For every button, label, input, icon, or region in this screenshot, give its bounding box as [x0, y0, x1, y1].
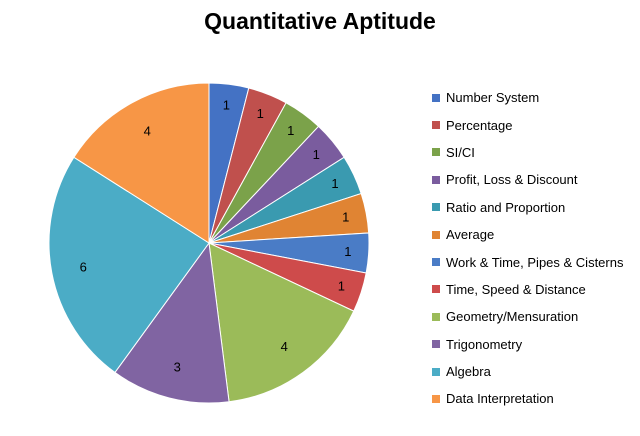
pie-slice-data-interpretation — [73, 82, 210, 244]
pie-slice-algebra — [48, 156, 210, 374]
legend-item-algebra: Algebra — [432, 358, 638, 385]
legend-swatch — [432, 285, 440, 294]
legend-item-ratio-and-proportion: Ratio and Proportion — [432, 194, 638, 221]
legend-swatch — [432, 148, 440, 157]
data-label-data-interpretation: 4 — [144, 123, 151, 138]
legend-swatch — [432, 175, 440, 184]
legend-item-geometry-mensuration: Geometry/Mensuration — [432, 303, 638, 330]
legend: Number System Percentage SI/CI Profit, Loss… — [432, 84, 638, 413]
legend-item-si-ci: SI/CI — [432, 139, 638, 166]
legend-item-trigonometry: Trigonometry — [432, 331, 638, 358]
pie-slices — [48, 82, 370, 404]
legend-label: Work & Time, Pipes & Cisterns — [446, 254, 624, 270]
chart-title: Quantitative Aptitude — [204, 8, 436, 34]
legend-label: Geometry/Mensuration — [446, 309, 579, 325]
data-label-number-system: 1 — [223, 97, 230, 112]
data-label-profit-loss-discount: 1 — [313, 147, 320, 162]
data-label-percentage: 1 — [257, 106, 264, 121]
data-label-geometry-mensuration: 4 — [281, 339, 288, 354]
legend-label: Trigonometry — [446, 336, 523, 352]
pie-slice-geometry-mensuration — [208, 242, 355, 403]
legend-item-data-interpretation: Data Interpretation — [432, 385, 638, 412]
legend-swatch — [432, 340, 440, 349]
data-label-work-time-pipes-cisterns: 1 — [344, 244, 351, 259]
legend-item-average: Average — [432, 221, 638, 248]
legend-swatch — [432, 203, 440, 212]
legend-swatch — [432, 367, 440, 376]
legend-swatch — [432, 312, 440, 321]
data-label-algebra: 6 — [80, 260, 87, 275]
legend-label: Ratio and Proportion — [446, 199, 566, 215]
legend-item-work-time-pipes-cisterns: Work & Time, Pipes & Cisterns — [432, 248, 638, 275]
data-label-time-speed-distance: 1 — [338, 279, 345, 294]
legend-label: Average — [446, 227, 495, 243]
legend-item-percentage: Percentage — [432, 111, 638, 138]
legend-label: SI/CI — [446, 144, 475, 160]
data-label-average: 1 — [342, 209, 349, 224]
legend-label: Number System — [446, 90, 540, 106]
legend-label: Data Interpretation — [446, 391, 554, 407]
legend-swatch — [432, 258, 440, 267]
legend-swatch — [432, 394, 440, 403]
legend-label: Time, Speed & Distance — [446, 281, 586, 297]
data-label-si-ci: 1 — [287, 123, 294, 138]
legend-label: Percentage — [446, 117, 513, 133]
legend-item-time-speed-distance: Time, Speed & Distance — [432, 276, 638, 303]
data-label-ratio-and-proportion: 1 — [331, 176, 338, 191]
legend-label: Algebra — [446, 364, 491, 380]
pie-slice-trigonometry — [114, 241, 230, 404]
legend-item-profit-loss-discount: Profit, Loss & Discount — [432, 166, 638, 193]
legend-swatch — [432, 230, 440, 239]
legend-label: Profit, Loss & Discount — [446, 172, 578, 188]
data-label-trigonometry: 3 — [174, 360, 181, 375]
legend-swatch — [432, 93, 440, 102]
legend-item-number-system: Number System — [432, 84, 638, 111]
legend-swatch — [432, 121, 440, 130]
